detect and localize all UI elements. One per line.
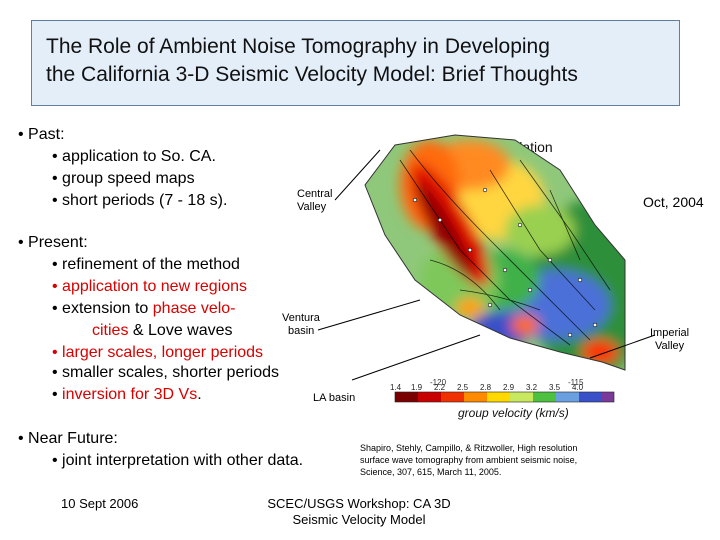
past-heading: • Past: xyxy=(18,126,65,143)
present-item-6-red: inversion for 3D Vs xyxy=(62,386,198,403)
imperial-arrow xyxy=(589,334,656,359)
citation-line-1: Shapiro, Stehly, Campillo, & Ritzwoller,… xyxy=(360,443,578,453)
colorbar-seg-4 xyxy=(464,392,487,402)
title-line-1: The Role of Ambient Noise Tomography in … xyxy=(46,35,550,58)
past-item-3: • short periods (7 - 18 s). xyxy=(52,192,228,209)
colorbar-label: group velocity (km/s) xyxy=(458,406,569,420)
citation-line-2: surface wave tomography from ambient sei… xyxy=(360,455,578,465)
cb-tick: 1.9 xyxy=(411,383,423,392)
colorbar-seg-5 xyxy=(487,392,510,402)
present-item-6: • inversion for 3D Vs. xyxy=(52,385,202,405)
present-item-3-cont-red: cities xyxy=(92,322,129,339)
cb-tick: 4.0 xyxy=(572,383,584,392)
colorbar-seg-9 xyxy=(579,392,602,402)
present-item-3-cont-black: & Love waves xyxy=(128,322,233,339)
station-markers xyxy=(412,187,598,338)
imperial-line-1: Imperial xyxy=(650,327,690,339)
present-item-3: • extension to phase velo- xyxy=(52,299,236,319)
present-heading: • Present: xyxy=(18,234,88,251)
present-item-3-cont: cities & Love waves xyxy=(92,321,233,341)
past-item-1: • application to So. CA. xyxy=(52,148,216,165)
ventura-line-2: basin xyxy=(288,325,315,337)
tomography-map-figure: 7.5 s cross-correlation xyxy=(328,130,630,422)
colorbar-seg-6 xyxy=(510,392,533,402)
slide-title: The Role of Ambient Noise Tomography in … xyxy=(46,33,676,89)
label-central-valley: Central Valley xyxy=(297,188,332,214)
present-item-3-red: phase velo- xyxy=(152,300,236,317)
title-box: The Role of Ambient Noise Tomography in … xyxy=(31,20,680,106)
colorbar xyxy=(394,391,615,403)
ventura-arrow xyxy=(317,299,421,331)
footer-workshop: SCEC/USGS Workshop: CA 3D Seismic Veloci… xyxy=(259,496,459,528)
near-future-heading: • Near Future: xyxy=(18,430,118,447)
present-item-6-end: . xyxy=(197,386,202,403)
colorbar-ticks: 1.4 1.9 2.2 2.5 2.8 2.9 3.2 3.5 4.0 xyxy=(390,383,584,392)
cb-tick: 3.5 xyxy=(549,383,561,392)
cb-tick: 1.4 xyxy=(390,383,402,392)
past-item-2: • group speed maps xyxy=(52,170,195,187)
present-item-2: • application to new regions xyxy=(52,278,248,295)
present-item-4: • larger scales, longer periods xyxy=(52,344,264,361)
footer-workshop-line-2: Seismic Velocity Model xyxy=(292,512,426,527)
cb-tick: 3.2 xyxy=(526,383,538,392)
footer-workshop-line-1: SCEC/USGS Workshop: CA 3D xyxy=(267,496,451,511)
colorbar-seg-2 xyxy=(418,392,441,402)
la-basin-arrow xyxy=(351,334,481,381)
imperial-line-2: Valley xyxy=(654,340,685,352)
central-valley-line-1: Central xyxy=(297,188,333,200)
colorbar-seg-10 xyxy=(602,392,614,402)
title-line-2: the California 3-D Seismic Velocity Mode… xyxy=(46,63,578,86)
central-valley-line-2: Valley xyxy=(297,201,327,213)
ventura-line-1: Ventura xyxy=(282,312,320,324)
cb-tick: 2.5 xyxy=(457,383,469,392)
cb-tick: 2.8 xyxy=(480,383,492,392)
tomography-map: 7.5 s cross-correlation xyxy=(328,134,626,420)
colorbar-seg-8 xyxy=(556,392,579,402)
present-item-1: • refinement of the method xyxy=(52,256,240,273)
citation: Shapiro, Stehly, Campillo, & Ritzwoller,… xyxy=(360,442,577,478)
colorbar-seg-7 xyxy=(533,392,556,402)
near-future-item-1: • joint interpretation with other data. xyxy=(52,452,304,469)
label-imperial: Imperial Valley xyxy=(650,327,689,353)
label-date-right: Oct, 2004 xyxy=(643,194,704,210)
colorbar-seg-3 xyxy=(441,392,464,402)
citation-line-3: Science, 307, 615, March 11, 2005. xyxy=(360,467,502,477)
present-item-3-bullet: • extension to xyxy=(52,300,153,317)
cb-tick: 2.9 xyxy=(503,383,515,392)
label-la-basin: LA basin xyxy=(313,392,356,404)
central-valley-arrow xyxy=(334,149,381,201)
label-ventura: Ventura basin xyxy=(282,312,320,338)
colorbar-seg-1 xyxy=(395,392,418,402)
present-item-5: • smaller scales, shorter periods xyxy=(52,364,280,381)
lon-label-1: -120 xyxy=(430,378,447,387)
footer-date: 10 Sept 2006 xyxy=(61,496,139,511)
cb-tick: 2.2 xyxy=(434,383,446,392)
present-item-6-bullet: • xyxy=(52,386,63,403)
lon-label-2: -115 xyxy=(568,378,584,387)
